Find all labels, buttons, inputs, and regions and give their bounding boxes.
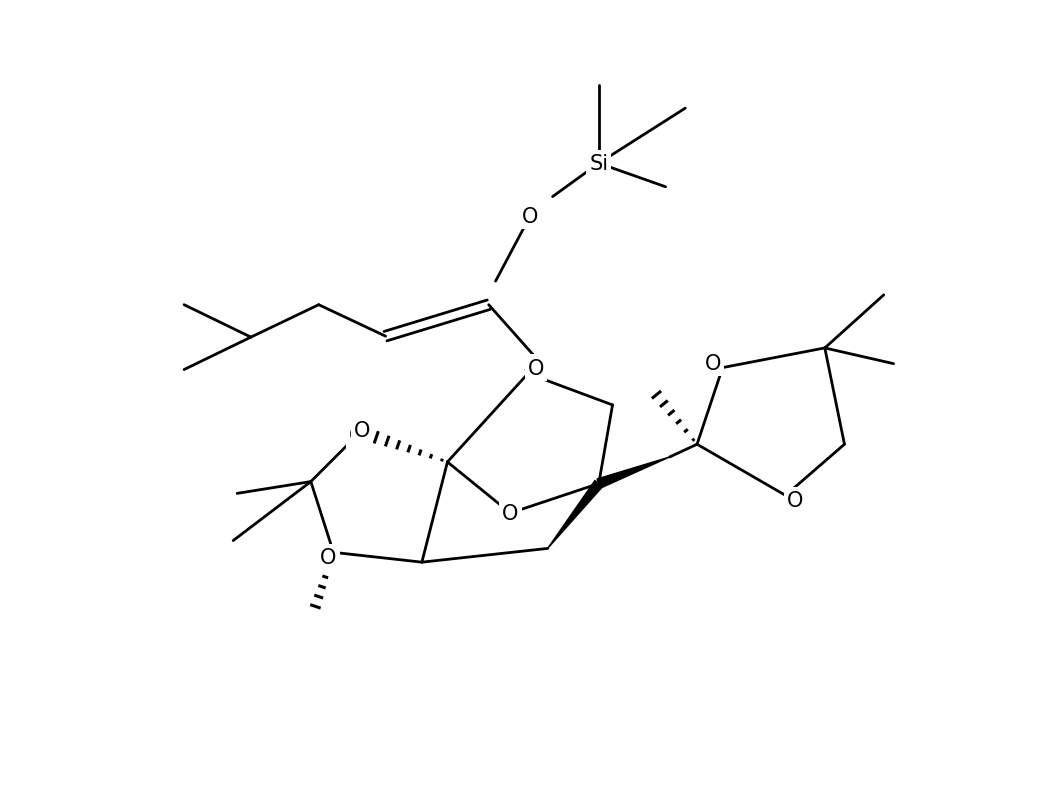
- Text: O: O: [503, 503, 518, 524]
- Text: O: O: [349, 426, 365, 446]
- Text: O: O: [321, 548, 336, 568]
- Text: O: O: [705, 353, 720, 373]
- Text: Si: Si: [589, 154, 608, 174]
- Text: O: O: [522, 207, 539, 227]
- Polygon shape: [548, 481, 603, 548]
- Text: O: O: [528, 358, 544, 378]
- Polygon shape: [597, 458, 670, 488]
- Text: O: O: [353, 421, 370, 441]
- Polygon shape: [525, 368, 536, 378]
- Text: O: O: [787, 491, 803, 511]
